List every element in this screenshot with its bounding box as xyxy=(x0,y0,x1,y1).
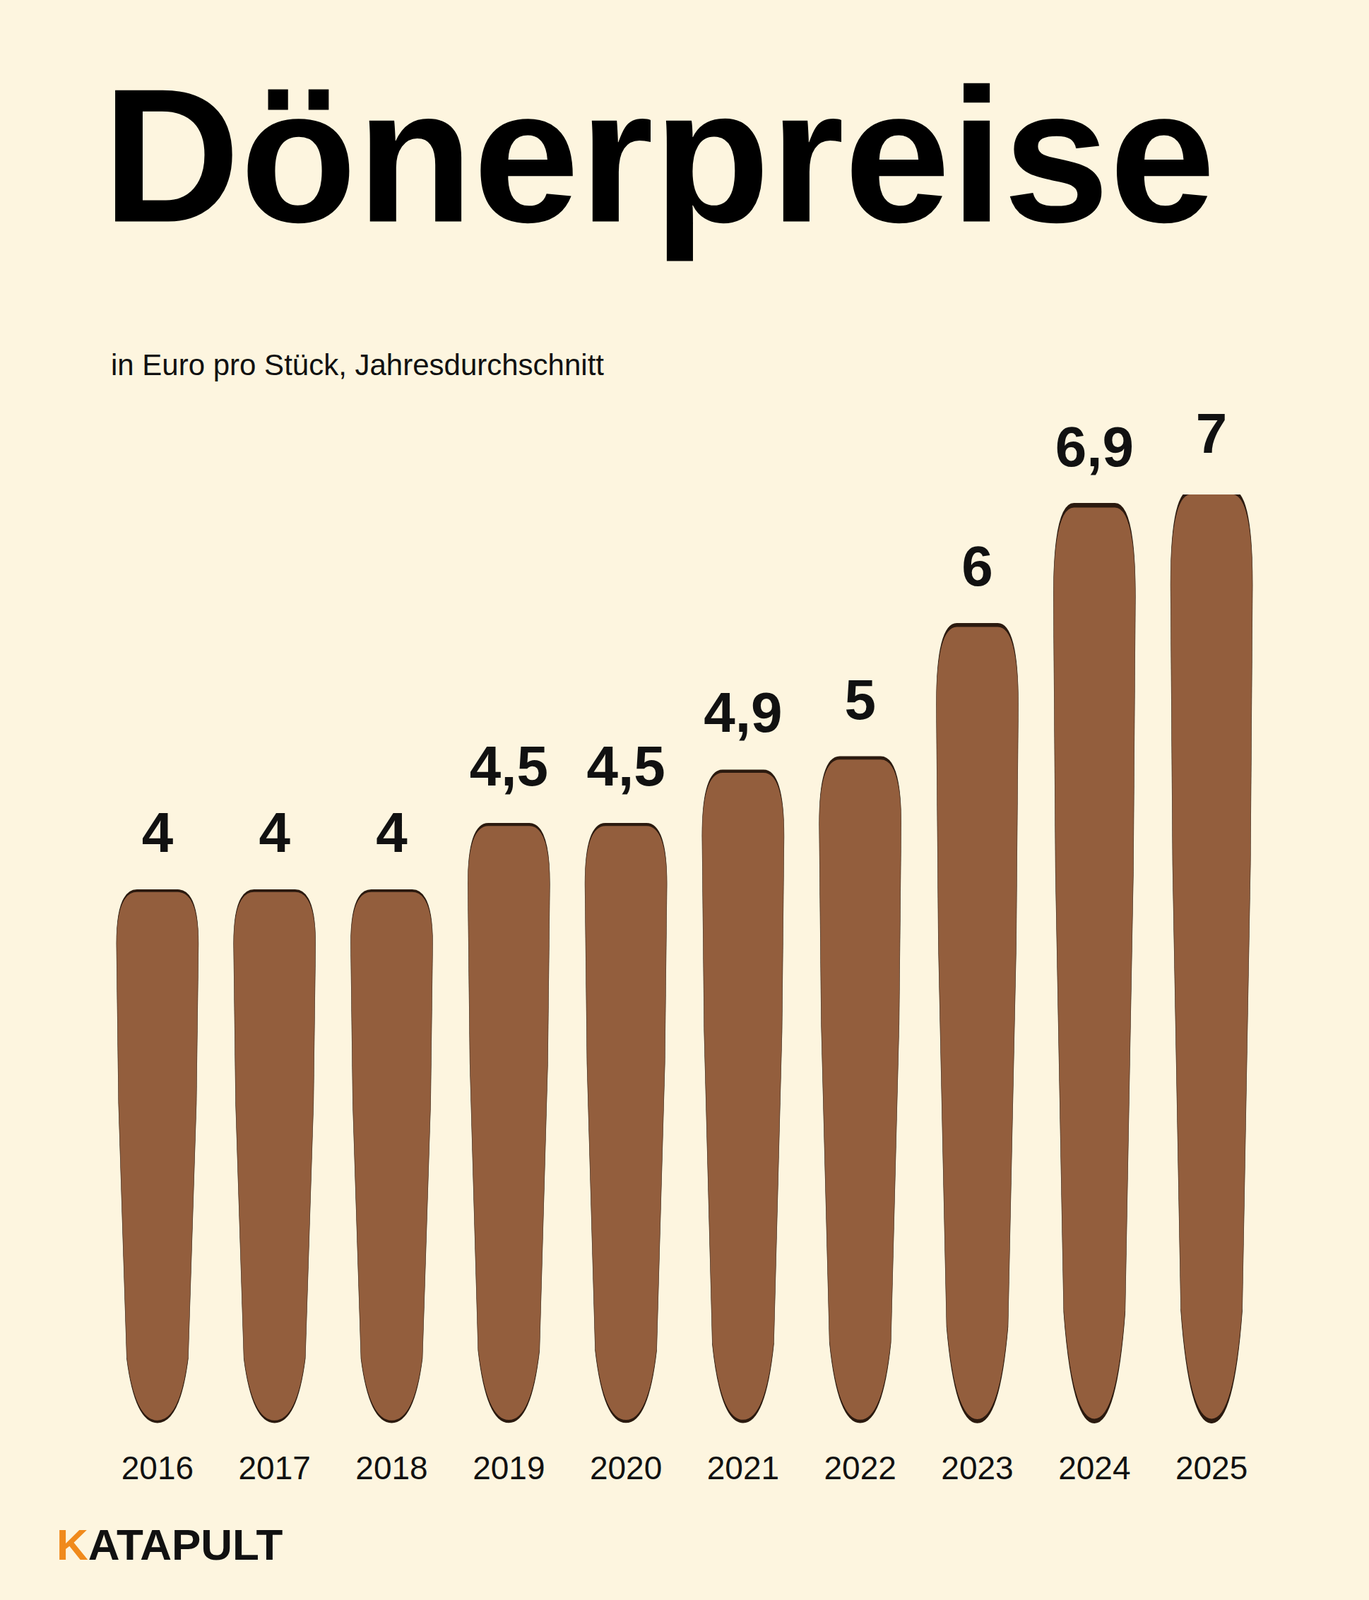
svg-text:2020: 2020 xyxy=(589,1449,662,1487)
svg-text:2025: 2025 xyxy=(1175,1449,1248,1487)
svg-text:6: 6 xyxy=(961,534,994,598)
svg-text:4: 4 xyxy=(141,801,174,864)
svg-text:2024: 2024 xyxy=(1058,1449,1131,1487)
svg-text:2019: 2019 xyxy=(472,1449,545,1487)
svg-text:ATAPULT: ATAPULT xyxy=(88,1520,284,1569)
svg-text:5: 5 xyxy=(844,668,876,732)
svg-text:4: 4 xyxy=(258,801,291,864)
svg-text:4: 4 xyxy=(375,801,408,864)
svg-text:4,5: 4,5 xyxy=(586,734,665,798)
svg-text:2017: 2017 xyxy=(238,1449,311,1487)
svg-text:Dönerpreise: Dönerpreise xyxy=(102,49,1216,264)
svg-text:6,9: 6,9 xyxy=(1055,415,1134,479)
svg-text:2022: 2022 xyxy=(824,1449,897,1487)
svg-text:2016: 2016 xyxy=(121,1449,194,1487)
svg-text:4,9: 4,9 xyxy=(703,680,782,744)
svg-text:2021: 2021 xyxy=(707,1449,780,1487)
svg-text:K: K xyxy=(56,1520,89,1569)
svg-text:4,5: 4,5 xyxy=(469,734,549,798)
svg-text:2018: 2018 xyxy=(355,1449,428,1487)
svg-text:7: 7 xyxy=(1195,401,1228,465)
svg-text:2023: 2023 xyxy=(940,1449,1013,1487)
svg-text:in Euro pro Stück, Jahresdurch: in Euro pro Stück, Jahresdurchschnitt xyxy=(110,348,604,382)
